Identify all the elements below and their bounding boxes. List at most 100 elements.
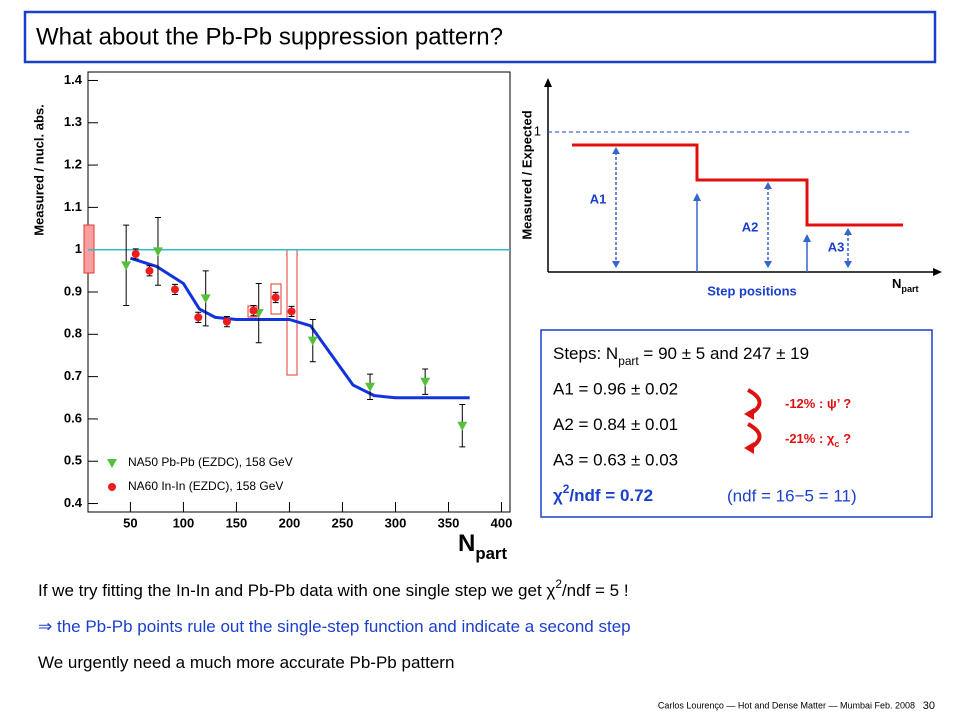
x-tick-label: 300 (385, 515, 407, 530)
x-tick-label: 50 (123, 515, 137, 530)
text-part: Steps: N (553, 344, 618, 363)
text-part: part (901, 284, 918, 294)
triangle-marker (200, 294, 211, 304)
circle-marker (287, 307, 296, 316)
circle-marker (249, 306, 258, 315)
x-tick-label: 200 (279, 515, 301, 530)
title: What about the Pb-Pb suppression pattern… (36, 23, 503, 50)
notes: If we try fitting the In-In and Pb-Pb da… (38, 577, 631, 672)
text-part: N (458, 530, 475, 557)
triangle-marker (152, 247, 163, 257)
triangle-marker (107, 459, 117, 468)
error-cap (223, 316, 230, 328)
note-line: ⇒ the Pb-Pb points rule out the single-s… (38, 617, 631, 636)
box-line: χ2/ndf = 0.72 (553, 482, 653, 505)
y-tick-label: 0.5 (64, 453, 82, 468)
arrow-heads (612, 147, 852, 268)
x-tick-label: 250 (332, 515, 354, 530)
error-cap (367, 373, 374, 400)
x-axis-label: Npart (458, 530, 507, 563)
text-part: A1 = 0.96 ± 0.02 (553, 380, 678, 399)
text-part: If we try fitting the In-In and Pb-Pb da… (38, 581, 555, 600)
syst-boxes (83, 224, 298, 376)
error-cap (195, 311, 202, 323)
text-part: = 90 ± 5 and 247 ± 19 (639, 344, 809, 363)
results-text: Steps: Npart = 90 ± 5 and 247 ± 19 A1 = 0… (553, 344, 809, 505)
y-tick-label: 1.2 (64, 157, 82, 172)
text-part: part (618, 354, 639, 368)
y-tick-label: 1 (75, 241, 82, 256)
x-tick-label: 150 (226, 515, 248, 530)
triangle-marker (121, 261, 132, 271)
schematic-y-label: Measured / Expected (519, 110, 534, 239)
syst-box (270, 283, 282, 315)
ndf: (ndf = 16−5 = 11) (727, 486, 857, 505)
text-part: ? (839, 431, 851, 446)
triangle-marker (457, 421, 468, 431)
footer: Carlos Lourenço — Hot and Dense Matter —… (658, 700, 915, 710)
y-tick-label: 0.7 (64, 368, 82, 383)
error-cap (154, 217, 161, 286)
y-tick-label: 0.9 (64, 283, 82, 298)
arrowheads (544, 78, 942, 276)
x-tick-label: 100 (173, 515, 195, 530)
curved-arrow-heads (744, 408, 754, 454)
triangle-marker (420, 377, 431, 387)
schematic-x-label: Npart (892, 276, 919, 294)
text-part: 2 (555, 577, 562, 591)
error-cap (422, 368, 429, 395)
legend-label: NA50 Pb-Pb (EZDC), 158 GeV (128, 455, 293, 469)
error-cap (132, 248, 139, 260)
box-line: A2 = 0.84 ± 0.01 (553, 415, 678, 434)
y-tick-label: 0.6 (64, 410, 82, 425)
x-tick-label: 350 (438, 515, 460, 530)
page-number: 30 (923, 700, 935, 712)
text-part: We urgently need a much more accurate Pb… (38, 653, 454, 672)
error-cap (202, 270, 209, 327)
psi-note: -12% : ψ’ ? (785, 396, 851, 411)
step-arrows (696, 200, 808, 272)
text-part: part (475, 544, 507, 563)
results-box (540, 329, 933, 518)
a1-label: A1 (590, 191, 607, 206)
a2-label: A2 (742, 219, 759, 234)
error-cap (309, 319, 316, 363)
text-part: 2 (563, 482, 570, 496)
y-tick-label: 0.4 (64, 495, 83, 510)
text-part: N (892, 276, 901, 291)
plot-frame (87, 71, 511, 513)
schematic: 1 Measured / Expected A1 A2 A3 Step posi… (519, 78, 942, 298)
chic-note: -21% : χc ? (785, 431, 851, 449)
amp-arrows (615, 152, 849, 263)
a3-label: A3 (828, 239, 845, 254)
error-cap (146, 265, 153, 277)
circle-marker (194, 313, 203, 322)
circle-marker (222, 317, 231, 326)
error-cap (123, 224, 130, 307)
note-line: If we try fitting the In-In and Pb-Pb da… (38, 577, 629, 600)
title-box (23, 10, 937, 64)
y-tick-label: 1.3 (64, 114, 82, 129)
chart: 0.4 0.5 0.6 0.7 0.8 0.9 1 1.1 1.2 1.3 1.4 50 100 150 2… (64, 72, 512, 531)
triangle-marker (365, 382, 376, 392)
step-function (572, 143, 903, 227)
circle-marker (170, 285, 179, 294)
text-part: A3 = 0.63 ± 0.03 (553, 451, 678, 470)
box-line: A1 = 0.96 ± 0.02 (553, 380, 678, 399)
step-positions: Step positions (707, 283, 797, 298)
triangle-marker (307, 336, 318, 346)
text-part: A2 = 0.84 ± 0.01 (553, 415, 678, 434)
circle-marker (108, 483, 116, 491)
text-part: /ndf = 5 ! (562, 581, 629, 600)
error-cap (459, 404, 466, 448)
text-part: -12% : ψ’ ? (785, 396, 851, 411)
text-part: ⇒ the Pb-Pb points rule out the single-s… (38, 617, 631, 636)
circle-marker (145, 266, 154, 275)
note-line: We urgently need a much more accurate Pb… (38, 653, 454, 672)
y-tick-label: 1.1 (64, 199, 82, 214)
fit-curve (129, 256, 470, 400)
text-part: c (834, 439, 839, 449)
tick-one: 1 (534, 123, 541, 138)
circle-marker (131, 249, 140, 258)
